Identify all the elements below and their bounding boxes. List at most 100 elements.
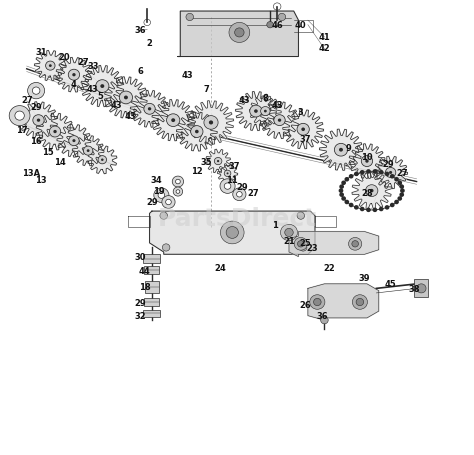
Circle shape (385, 168, 396, 178)
Circle shape (158, 192, 164, 199)
Circle shape (250, 106, 262, 118)
Circle shape (366, 170, 371, 174)
Circle shape (144, 104, 155, 115)
Circle shape (285, 229, 293, 237)
Text: 19: 19 (153, 187, 165, 196)
Polygon shape (35, 51, 66, 81)
Text: 16: 16 (30, 137, 42, 146)
Circle shape (98, 156, 107, 164)
Circle shape (334, 144, 347, 157)
Polygon shape (36, 114, 74, 151)
Circle shape (119, 92, 133, 105)
Circle shape (365, 160, 369, 163)
Circle shape (175, 180, 180, 184)
Circle shape (37, 119, 40, 122)
Circle shape (27, 83, 45, 100)
Text: 29: 29 (146, 198, 158, 207)
Polygon shape (19, 102, 58, 139)
Circle shape (204, 116, 218, 130)
Text: 36: 36 (134, 25, 146, 35)
Text: 41: 41 (319, 32, 330, 41)
Circle shape (356, 299, 364, 306)
Circle shape (345, 177, 349, 182)
Circle shape (162, 244, 170, 252)
Circle shape (96, 81, 109, 93)
Circle shape (417, 284, 426, 293)
Circle shape (217, 161, 219, 163)
Text: 8: 8 (263, 94, 268, 103)
Circle shape (166, 115, 180, 127)
Circle shape (220, 222, 244, 244)
Polygon shape (308, 284, 379, 320)
Text: 30: 30 (134, 253, 146, 262)
Polygon shape (374, 157, 408, 189)
Text: 37: 37 (229, 162, 240, 171)
Polygon shape (81, 66, 124, 107)
Circle shape (173, 187, 182, 197)
Circle shape (385, 206, 390, 210)
Bar (144, 255, 160, 264)
Circle shape (349, 203, 354, 208)
Circle shape (397, 197, 402, 201)
Circle shape (124, 96, 128, 100)
Polygon shape (218, 164, 238, 184)
Circle shape (195, 131, 199, 134)
Polygon shape (188, 101, 234, 145)
Circle shape (400, 185, 404, 189)
Bar (145, 267, 159, 275)
Text: 5: 5 (97, 91, 103, 101)
Circle shape (162, 196, 175, 209)
Circle shape (379, 171, 383, 175)
Text: 2: 2 (146, 39, 153, 48)
Text: 10: 10 (361, 153, 373, 162)
Text: 28: 28 (361, 189, 373, 198)
Circle shape (320, 317, 328, 324)
Circle shape (209, 121, 213, 125)
Circle shape (224, 171, 231, 177)
Text: 7: 7 (203, 85, 209, 94)
Polygon shape (72, 136, 104, 167)
Circle shape (49, 65, 52, 68)
Circle shape (297, 124, 310, 136)
Text: 22: 22 (323, 264, 335, 273)
Text: 38: 38 (409, 284, 420, 293)
Polygon shape (289, 232, 379, 257)
Circle shape (360, 207, 365, 212)
Circle shape (298, 241, 304, 248)
Circle shape (389, 172, 392, 175)
Circle shape (345, 200, 349, 205)
Circle shape (348, 238, 362, 251)
Circle shape (294, 238, 308, 251)
Text: 42: 42 (319, 44, 330, 53)
Text: 21: 21 (283, 237, 295, 246)
Polygon shape (206, 150, 230, 174)
Circle shape (314, 299, 321, 306)
Circle shape (354, 206, 359, 210)
Circle shape (176, 190, 180, 194)
Text: 46: 46 (271, 21, 283, 30)
Bar (144, 310, 160, 317)
Polygon shape (176, 113, 217, 152)
Circle shape (214, 158, 222, 165)
Circle shape (148, 108, 151, 111)
Circle shape (394, 177, 399, 182)
Text: 43: 43 (271, 101, 283, 110)
Circle shape (301, 128, 305, 132)
Polygon shape (352, 172, 392, 210)
Circle shape (69, 136, 79, 147)
Circle shape (235, 29, 244, 38)
Circle shape (49, 127, 61, 138)
Text: 17: 17 (16, 126, 28, 135)
Text: 43: 43 (125, 112, 137, 121)
Text: 11: 11 (227, 175, 238, 184)
Polygon shape (260, 102, 299, 139)
Text: 29: 29 (134, 298, 146, 307)
Circle shape (366, 208, 371, 212)
Text: 27: 27 (248, 189, 259, 198)
Circle shape (370, 189, 374, 193)
Circle shape (300, 244, 307, 252)
Circle shape (361, 156, 373, 167)
Circle shape (352, 241, 358, 248)
Circle shape (73, 140, 75, 143)
Circle shape (390, 203, 395, 208)
